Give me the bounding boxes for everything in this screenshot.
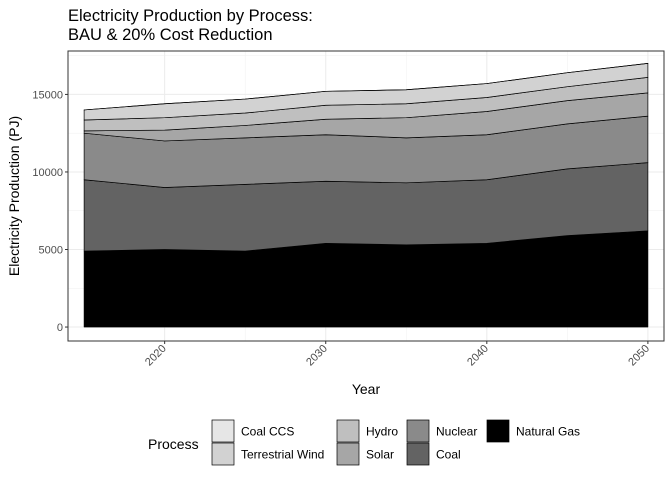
legend-label: Coal CCS — [241, 425, 294, 439]
x-tick-label: 2040 — [465, 343, 491, 369]
legend-key-coal-ccs — [211, 419, 235, 443]
legend-key-natural-gas — [486, 419, 510, 443]
x-axis-title: Year — [352, 381, 381, 397]
legend-label: Natural Gas — [516, 425, 580, 439]
area-coal-ccs — [83, 63, 649, 111]
legend-key-terrestrial-wind — [211, 442, 235, 466]
panel-border — [67, 50, 665, 342]
x-tick-label: 2030 — [304, 343, 330, 369]
plot-area — [67, 50, 665, 342]
chart-title: Electricity Production by Process: BAU &… — [68, 7, 313, 44]
y-tick-label: 0 — [57, 322, 63, 334]
legend-label: Coal — [436, 448, 461, 462]
legend-title: Process — [148, 436, 199, 452]
x-tick-label: 2050 — [626, 343, 652, 369]
legend-key-solar — [336, 442, 360, 466]
y-tick-label: 15000 — [32, 89, 63, 101]
legend-label: Terrestrial Wind — [241, 448, 324, 462]
y-tick-label: 10000 — [32, 167, 63, 179]
y-axis-title: Electricity Production (PJ) — [6, 116, 22, 276]
legend-label: Solar — [366, 448, 394, 462]
legend-key-nuclear — [406, 419, 430, 443]
legend-label: Nuclear — [436, 425, 477, 439]
legend: Process Coal CCS Terrestrial Wind Hydro Sola… — [148, 419, 580, 466]
legend-label: Hydro — [366, 425, 398, 439]
x-tick-label: 2020 — [143, 343, 169, 369]
y-tick-label: 5000 — [39, 245, 63, 257]
legend-key-hydro — [336, 419, 360, 443]
legend-key-coal — [406, 442, 430, 466]
